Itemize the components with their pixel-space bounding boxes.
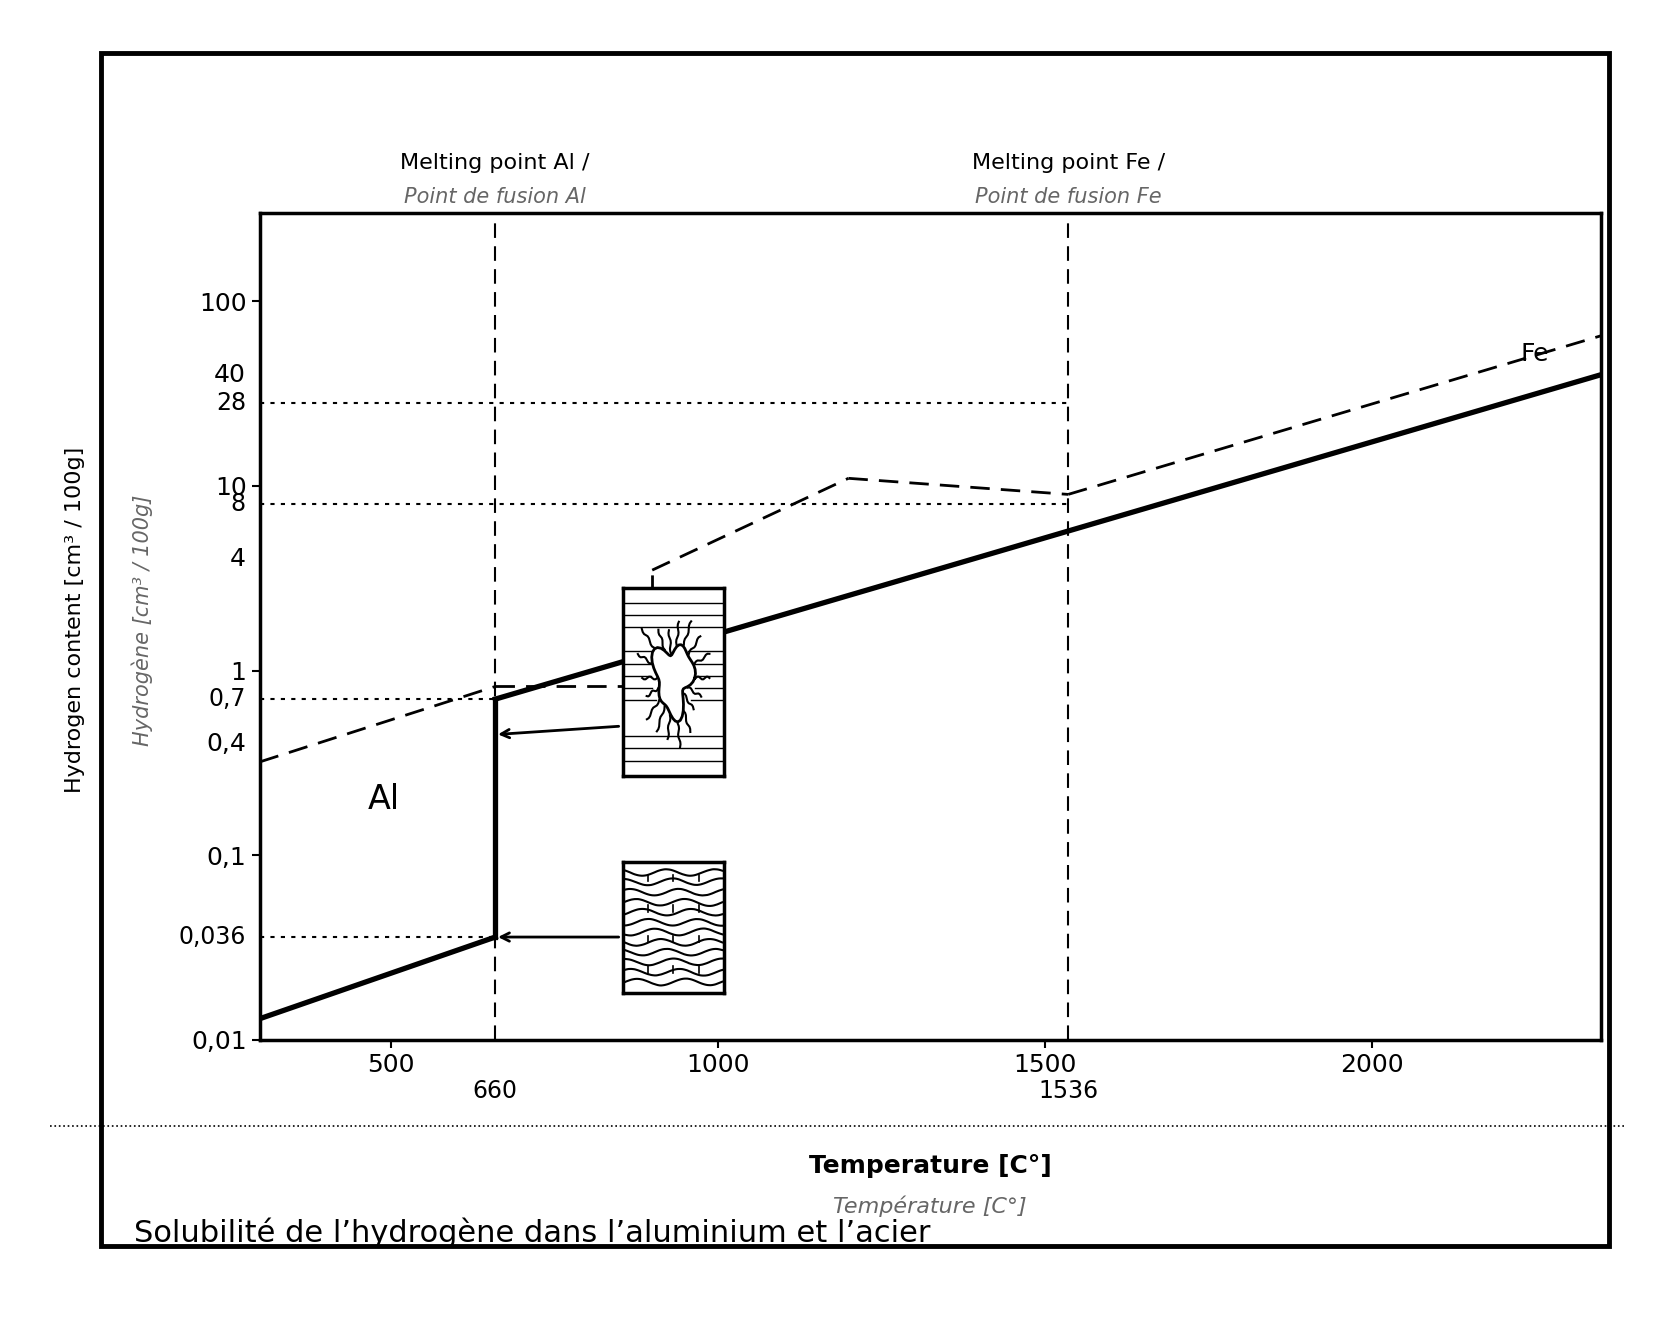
Text: Point de fusion Fe: Point de fusion Fe [975, 187, 1161, 207]
Text: Hydrogène [cm³ / 100g]: Hydrogène [cm³ / 100g] [132, 495, 153, 745]
Text: 0,4: 0,4 [206, 732, 246, 756]
Text: Hydrogen content [cm³ / 100g]: Hydrogen content [cm³ / 100g] [65, 447, 85, 793]
Text: Melting point Fe /: Melting point Fe / [972, 153, 1165, 173]
Text: 0,7: 0,7 [208, 686, 246, 710]
Text: Température [C°]: Température [C°] [833, 1196, 1027, 1217]
Text: Temperature [C°]: Temperature [C°] [810, 1154, 1051, 1178]
Text: 660: 660 [473, 1078, 518, 1102]
Text: Al: Al [369, 782, 401, 816]
Text: 1536: 1536 [1037, 1078, 1098, 1102]
Text: 40: 40 [215, 363, 246, 387]
Text: Point de fusion Al: Point de fusion Al [404, 187, 587, 207]
Text: Melting point Al /: Melting point Al / [401, 153, 590, 173]
Text: 28: 28 [216, 392, 246, 416]
Text: 8: 8 [231, 492, 246, 516]
Text: 4: 4 [230, 548, 246, 572]
Text: Solubilité de l’hydrogène dans l’aluminium et l’acier: Solubilité de l’hydrogène dans l’alumini… [134, 1218, 930, 1248]
Text: Fe: Fe [1520, 341, 1549, 365]
Text: 0,036: 0,036 [179, 925, 246, 949]
